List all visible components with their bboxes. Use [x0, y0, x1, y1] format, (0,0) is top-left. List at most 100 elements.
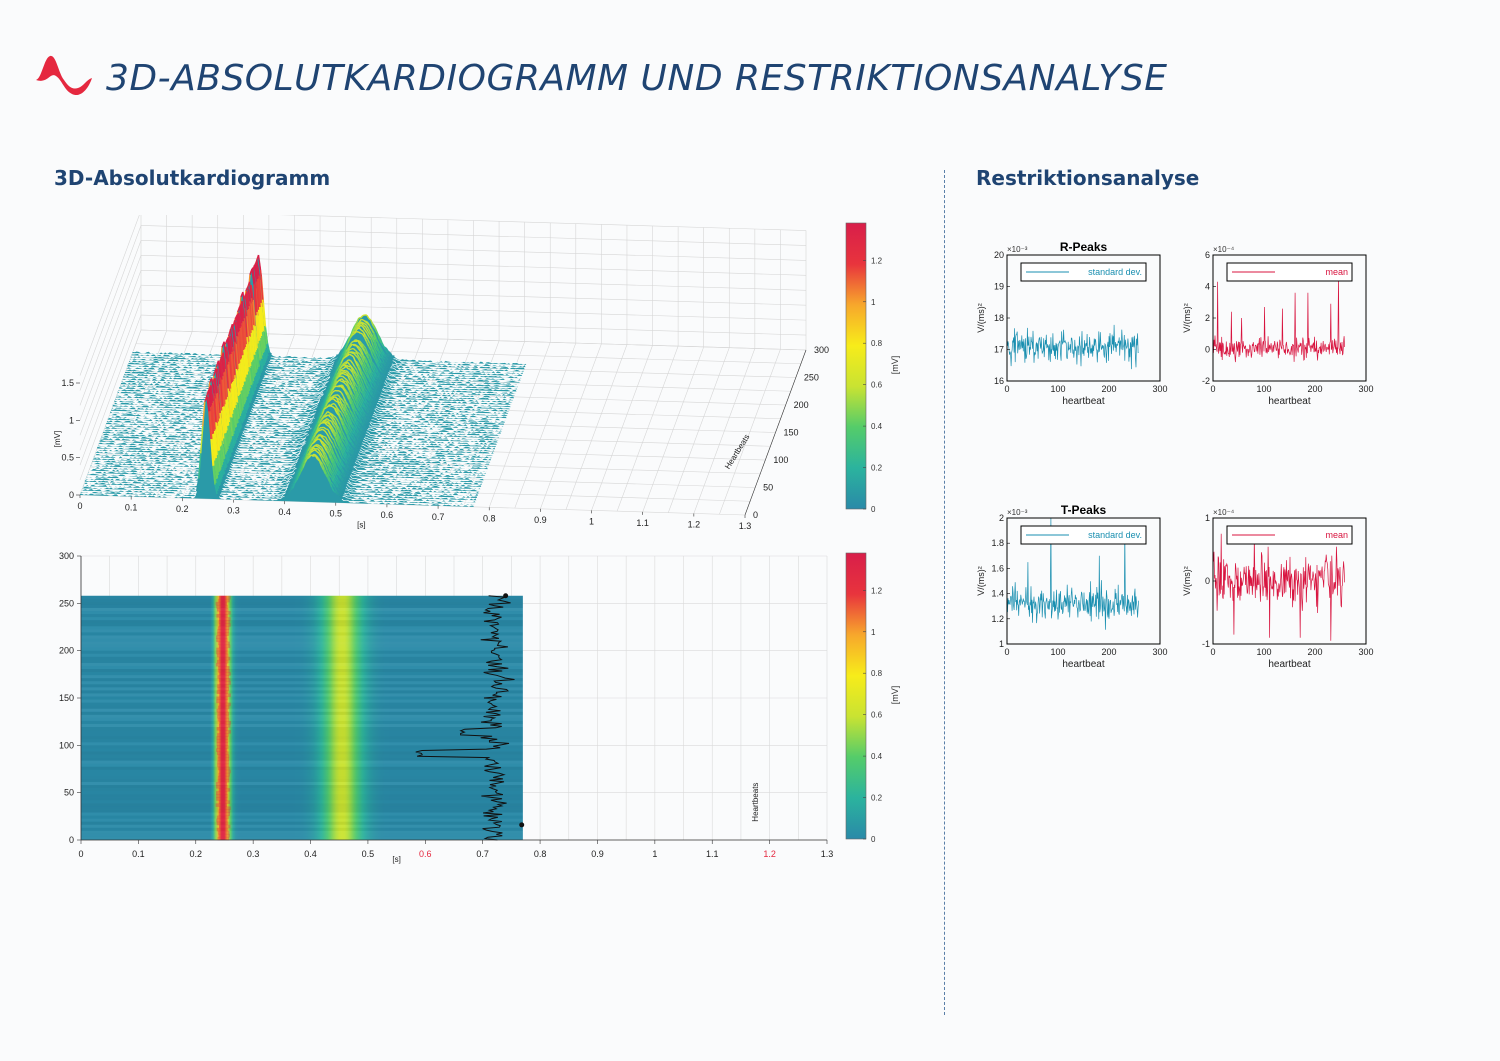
- surface-line: [304, 360, 307, 362]
- surface-line: [451, 367, 454, 370]
- surface-line: [253, 265, 258, 282]
- surface-line: [414, 367, 417, 369]
- surface-line: [307, 376, 310, 378]
- surface-line: [409, 372, 413, 374]
- surface-line: [332, 356, 335, 359]
- surface-line: [382, 407, 385, 410]
- surface-line: [156, 358, 159, 360]
- surface-line: [449, 365, 453, 367]
- surface-line: [144, 369, 147, 371]
- surface-line: [417, 375, 420, 377]
- surface-line: [455, 367, 458, 369]
- surface-line: [413, 363, 416, 366]
- surface-line: [465, 397, 468, 399]
- surface-line: [281, 359, 285, 362]
- surface-line: [173, 356, 176, 358]
- surface-line: [494, 402, 497, 405]
- surface-line: [498, 362, 501, 364]
- surface-line: [348, 359, 351, 362]
- surface-line: [172, 358, 176, 361]
- surface-line: [410, 375, 414, 378]
- surface-line: [172, 369, 176, 372]
- surface-line: [138, 351, 141, 353]
- surface-line: [469, 397, 472, 399]
- surface-line: [141, 365, 145, 367]
- surface-line: [434, 367, 437, 369]
- page-title: 3D-ABSOLUTKARDIOGRAMM UND RESTRIKTIONSAN…: [106, 58, 1168, 99]
- surface-line: [377, 386, 381, 389]
- surface-line: [209, 355, 212, 358]
- surface-line: [515, 372, 519, 374]
- surface-line: [507, 375, 511, 378]
- surface-line: [195, 359, 198, 361]
- surface-line: [479, 397, 482, 399]
- surface-line: [360, 315, 364, 319]
- surface-line: [141, 386, 144, 388]
- surface-line: [177, 356, 180, 358]
- surface-line: [257, 343, 261, 361]
- surface-line: [184, 355, 187, 358]
- surface-line: [265, 347, 269, 357]
- surface-line: [463, 379, 466, 382]
- surface-line: [378, 407, 381, 409]
- surface-line: [404, 363, 408, 366]
- surface-line: [258, 307, 263, 337]
- surface-line: [376, 388, 380, 391]
- surface-line: [207, 370, 210, 373]
- surface-line: [199, 355, 202, 357]
- surface-line: [187, 357, 191, 360]
- surface-line: [133, 368, 137, 371]
- surface-line: [382, 356, 386, 360]
- surface-line: [298, 360, 301, 363]
- surface-line: [326, 372, 329, 375]
- surface-line: [438, 378, 442, 380]
- surface-line: [335, 363, 339, 370]
- surface-line: [405, 368, 408, 371]
- surface-line: [160, 365, 163, 368]
- surface-line: [189, 363, 193, 366]
- surface-line: [521, 363, 524, 365]
- surface-line: [386, 375, 390, 379]
- surface-line: [149, 366, 152, 369]
- surface-line: [503, 372, 506, 374]
- surface-line: [155, 372, 158, 374]
- surface-line: [266, 344, 270, 354]
- surface-line: [166, 365, 169, 368]
- surface-line: [262, 409, 265, 411]
- surface-line: [320, 378, 323, 380]
- surface-line: [145, 387, 149, 390]
- surface-line: [415, 373, 419, 376]
- surface-line: [260, 336, 265, 354]
- surface-slice: [129, 263, 524, 374]
- surface-line: [163, 367, 166, 370]
- surface-line: [140, 367, 144, 370]
- surface-line: [274, 386, 277, 388]
- surface-line: [165, 405, 169, 407]
- surface-line: [140, 362, 143, 365]
- surface-line: [341, 346, 346, 351]
- surface-line: [464, 370, 467, 372]
- surface-line: [492, 365, 496, 368]
- surface-line: [355, 325, 358, 328]
- surface-line: [185, 393, 188, 396]
- surface-line: [456, 374, 460, 377]
- surface-line: [360, 332, 363, 335]
- surface-line: [200, 369, 203, 371]
- surface-line: [473, 363, 476, 366]
- surface-line: [405, 361, 409, 364]
- surface-line: [396, 357, 399, 360]
- surface-line: [382, 362, 386, 367]
- surface-line: [129, 371, 132, 373]
- surface-line: [360, 318, 364, 321]
- surface-line: [345, 338, 350, 343]
- surface-line: [152, 352, 156, 355]
- surface-line: [318, 372, 322, 375]
- surface-line: [384, 367, 388, 371]
- surface-line: [160, 354, 163, 357]
- surface-line: [483, 370, 486, 373]
- surface-line: [408, 364, 412, 366]
- surface-line: [311, 376, 314, 379]
- surface-line: [285, 373, 288, 376]
- surface-line: [331, 370, 335, 374]
- surface-line: [288, 371, 291, 374]
